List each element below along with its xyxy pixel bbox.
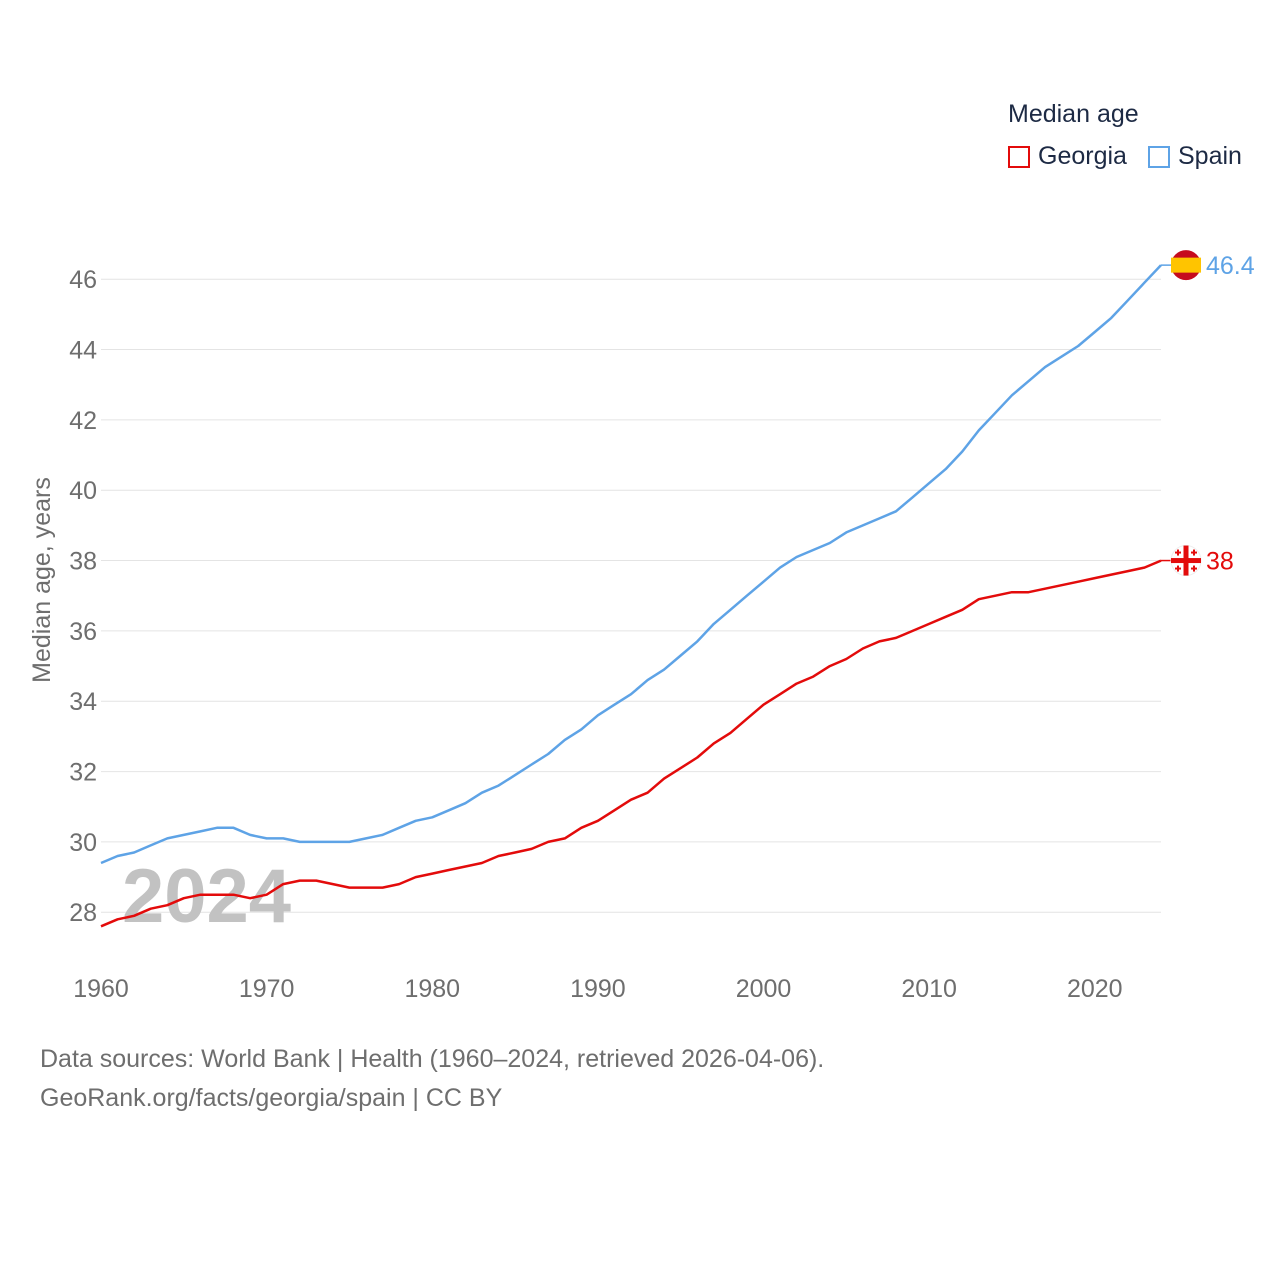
year-watermark: 2024: [122, 854, 291, 939]
spain-flag-yellow: [1171, 257, 1201, 273]
x-axis-ticks: 1960 1970 1980 1990 2000 2010 2020: [73, 975, 1122, 1003]
georgia-flag-small-cross-h-0: [1175, 551, 1181, 554]
x-tick-label-2000: 2000: [736, 975, 792, 1003]
georgia-flag-icon: [1170, 545, 1202, 577]
legend-label-georgia: Georgia: [1038, 142, 1127, 170]
attribution-link[interactable]: GeoRank.org/facts/georgia/spain | CC BY: [40, 1084, 503, 1112]
legend-item-spain[interactable]: Spain: [1148, 142, 1242, 171]
y-tick-label-44: 44: [69, 337, 97, 365]
legend-swatch-spain: [1148, 145, 1170, 168]
y-tick-label-36: 36: [69, 618, 97, 646]
y-tick-label-42: 42: [69, 407, 97, 435]
data-sources-text: Data sources: World Bank | Health (1960–…: [40, 1045, 825, 1073]
georgia-flag-small-cross-h-1: [1191, 551, 1197, 554]
endpoint-layer: 38 46.4: [1161, 250, 1255, 577]
spain-flag-icon: [1171, 250, 1201, 281]
georgia-flag-vbar: [1183, 545, 1189, 576]
end-value-label-spain: 46.4: [1206, 252, 1255, 280]
y-tick-label-40: 40: [69, 477, 97, 505]
y-tick-label-34: 34: [69, 688, 97, 716]
legend-item-georgia[interactable]: Georgia: [1008, 142, 1127, 171]
x-tick-label-1960: 1960: [73, 975, 129, 1003]
series-line-spain: [100, 264, 1162, 865]
y-tick-label-46: 46: [69, 266, 97, 294]
series-line-georgia: [100, 559, 1162, 928]
end-value-label-georgia: 38: [1206, 548, 1234, 576]
grid-layer: [101, 278, 1161, 913]
x-tick-label-2020: 2020: [1067, 975, 1123, 1003]
x-tick-label-1980: 1980: [404, 975, 460, 1003]
georgia-flag-small-cross-h-3: [1191, 567, 1197, 570]
x-tick-label-2010: 2010: [901, 975, 957, 1003]
series-layer: [100, 264, 1162, 928]
georgia-flag-small-cross-h-2: [1175, 567, 1181, 570]
y-tick-label-28: 28: [69, 899, 97, 927]
legend-swatch-georgia: [1008, 145, 1030, 168]
y-tick-label-30: 30: [69, 829, 97, 857]
y-tick-label-38: 38: [69, 548, 97, 576]
y-axis-label: Median age, years: [28, 477, 56, 683]
legend-label-spain: Spain: [1178, 142, 1242, 170]
legend-title: Median age: [1008, 100, 1139, 128]
y-tick-label-32: 32: [69, 759, 97, 787]
x-tick-label-1990: 1990: [570, 975, 626, 1003]
x-tick-label-1970: 1970: [239, 975, 295, 1003]
y-axis-ticks: 28 30 32 34 36 38 40 42 44 46: [69, 266, 97, 927]
